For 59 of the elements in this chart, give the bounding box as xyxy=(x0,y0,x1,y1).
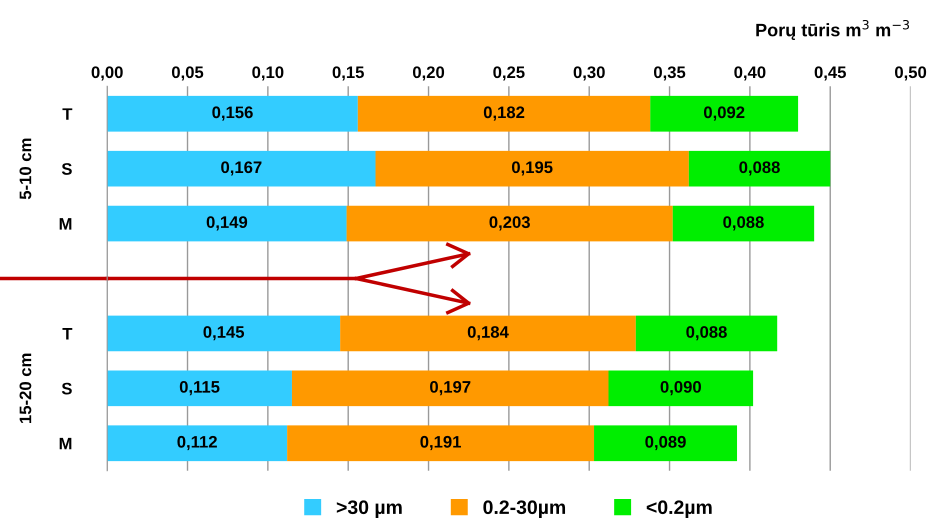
data-label: 0,088 xyxy=(686,326,727,340)
x-tick-label: 0,35 xyxy=(654,66,686,81)
y-tick-label: T xyxy=(62,108,72,120)
x-tick-label: 0,05 xyxy=(172,66,204,81)
bar xyxy=(650,96,798,132)
x-tick-label: 0,45 xyxy=(814,66,846,81)
bar xyxy=(107,316,340,352)
data-label: 0,089 xyxy=(645,436,686,450)
bar xyxy=(107,370,292,406)
y-tick-label: T xyxy=(62,328,72,340)
bar xyxy=(107,96,358,132)
x-tick-label: 0,25 xyxy=(493,66,525,81)
y-tick-label: M xyxy=(60,438,72,450)
data-label: 0,182 xyxy=(484,106,524,121)
bar xyxy=(107,425,288,462)
data-label: 0,197 xyxy=(430,381,470,396)
y-tick-label: M xyxy=(60,218,72,230)
data-label: 0,184 xyxy=(468,326,509,340)
bar xyxy=(346,206,673,242)
data-label: 0,112 xyxy=(177,436,217,450)
bar xyxy=(608,370,754,406)
y-tick-label: S xyxy=(62,163,72,175)
bar xyxy=(358,96,650,132)
data-label: 0,090 xyxy=(660,381,701,396)
x-tick-label: 0,30 xyxy=(574,66,605,81)
x-tick-label: 0,00 xyxy=(92,66,123,81)
x-tick-label: 0,10 xyxy=(252,66,284,81)
bar xyxy=(376,150,689,187)
bar xyxy=(688,150,830,187)
bar xyxy=(292,370,608,406)
bar xyxy=(340,316,636,352)
data-label: 0,167 xyxy=(221,161,262,176)
data-label: 0,088 xyxy=(723,216,764,230)
data-label: 0,115 xyxy=(180,381,220,396)
legend-label: 0.2-30µm xyxy=(483,500,566,518)
data-label: 0,092 xyxy=(704,106,744,121)
legend-label: <0.2µm xyxy=(646,500,712,518)
data-label: 0,149 xyxy=(206,216,248,230)
bar xyxy=(107,206,347,242)
x-tick-label: 0,40 xyxy=(734,66,766,81)
data-label: 0,088 xyxy=(739,161,780,176)
data-label: 0,145 xyxy=(203,326,244,340)
x-tick-label: 0,50 xyxy=(895,66,926,81)
bar xyxy=(107,150,376,187)
data-label: 0,191 xyxy=(420,436,461,450)
x-tick-label: 0,20 xyxy=(412,66,444,81)
legend-label: >30 µm xyxy=(336,500,402,518)
text: 5-10 cm xyxy=(20,138,32,200)
data-label: 0,195 xyxy=(512,161,553,176)
text: 15-20 cm xyxy=(20,354,32,423)
x-axis-title: Porų tūris m$^{3}$ m$^{−3}$ xyxy=(756,20,910,40)
y-tick-label: S xyxy=(62,382,72,395)
x-tick-label: 0,15 xyxy=(332,66,364,81)
bar xyxy=(594,425,738,462)
bar xyxy=(287,425,594,462)
data-label: 0,203 xyxy=(489,216,530,230)
data-label: 0,156 xyxy=(212,106,253,121)
bar xyxy=(636,316,778,352)
bar xyxy=(672,206,814,242)
